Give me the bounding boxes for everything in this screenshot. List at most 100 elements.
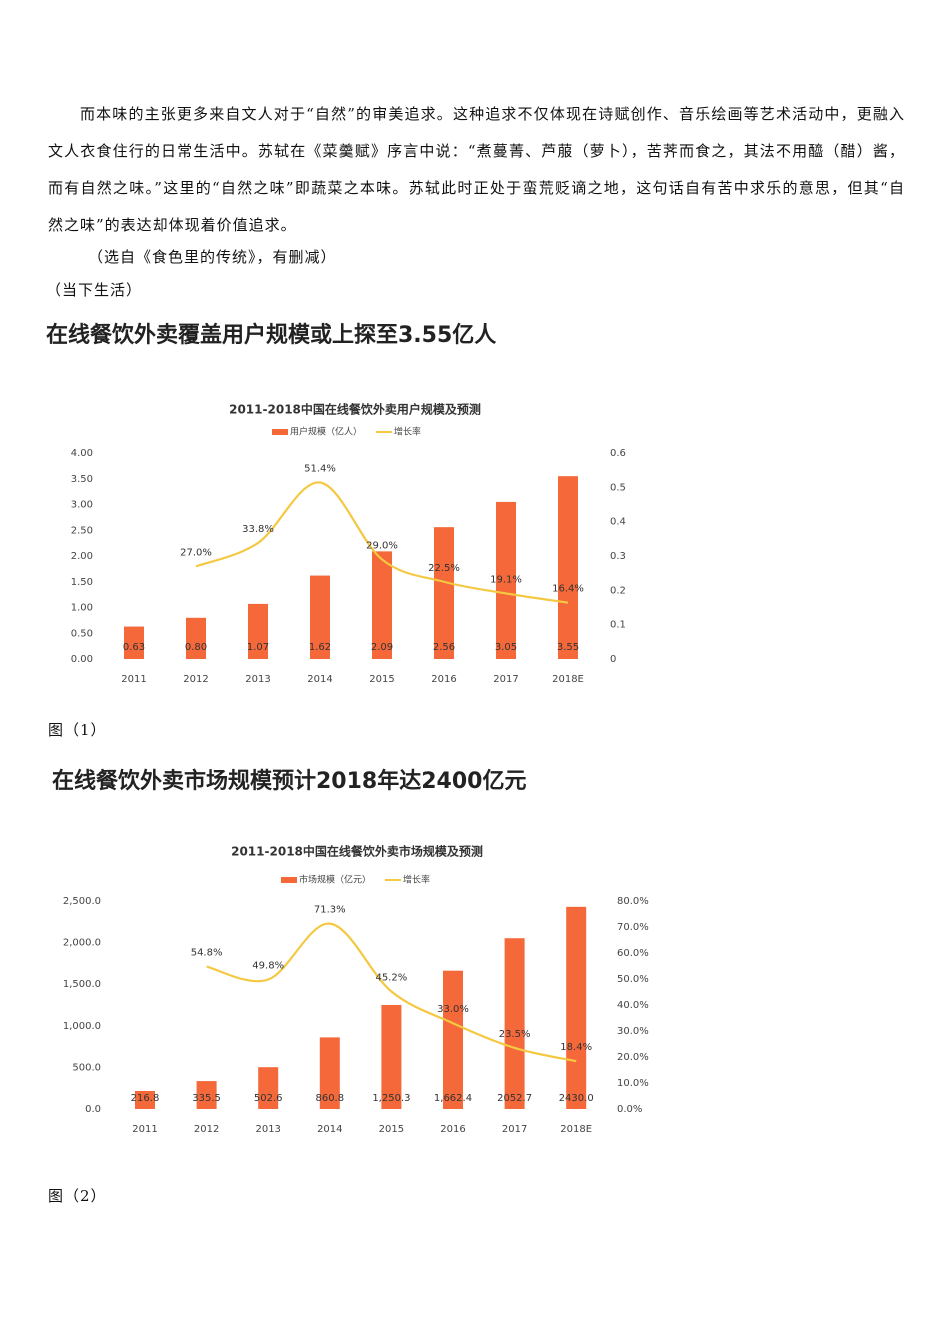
x-tick-label: 2015 [379, 1124, 404, 1135]
bar [124, 626, 144, 659]
bar [558, 476, 578, 659]
bar [135, 1090, 155, 1109]
chart-title: 2011-2018中国在线餐饮外卖用户规模及预测 [229, 402, 481, 417]
bar [434, 527, 454, 659]
value-label: 29.0% [366, 540, 398, 551]
x-tick-label: 2011 [132, 1124, 157, 1135]
value-label: 1,250.3 [372, 1093, 410, 1104]
caption: 图（2） [48, 1187, 107, 1205]
bar [186, 617, 206, 659]
y-tick-label: 500.0 [72, 1062, 101, 1073]
y-tick-label: 3.50 [71, 474, 93, 485]
y2-tick-label: 60.0% [617, 948, 649, 959]
y2-tick-label: 0.3 [610, 551, 626, 562]
bar [496, 501, 516, 659]
value-label: 0.63 [123, 642, 145, 653]
legend-label: 市场规模（亿元） [299, 874, 371, 886]
y2-tick-label: 0.4 [610, 517, 626, 528]
y-tick-label: 1.50 [71, 577, 93, 588]
x-tick-label: 2017 [493, 674, 518, 685]
heading: 在线餐饮外卖覆盖用户规模或上探至3.55亿人 [46, 322, 496, 348]
value-label: 2.56 [433, 642, 455, 653]
source: （选自《食色里的传统》，有删减） [88, 248, 337, 266]
bar [381, 1004, 402, 1109]
value-label: 33.8% [242, 524, 274, 535]
value-label: 502.6 [254, 1093, 283, 1104]
y2-tick-label: 50.0% [617, 974, 649, 985]
value-label: 33.0% [437, 1004, 469, 1015]
value-label: 0.80 [185, 642, 207, 653]
value-label: 23.5% [499, 1029, 531, 1040]
x-tick-label: 2018E [552, 674, 584, 685]
value-label: 18.4% [560, 1042, 592, 1053]
legend-label: 增长率 [403, 874, 430, 886]
y-tick-label: 1,500.0 [63, 979, 101, 990]
value-label: 216.8 [131, 1093, 160, 1104]
legend-swatch [281, 877, 297, 883]
y2-tick-label: 80.0% [617, 896, 649, 907]
bar [372, 551, 392, 659]
y-tick-label: 2.50 [71, 525, 93, 536]
y-tick-label: 0.50 [71, 628, 93, 639]
y2-tick-label: 0.2 [610, 585, 626, 596]
value-label: 27.0% [180, 547, 212, 558]
value-label: 51.4% [304, 464, 336, 475]
paragraph: 而本味的主张更多来自文人对于“自然”的审美追求。这种追求不仅体现在诗赋创作、音乐… [48, 105, 905, 234]
section: （当下生活） [46, 281, 143, 299]
heading: 在线餐饮外卖市场规模预计2018年达2400亿元 [52, 768, 526, 794]
value-label: 2430.0 [559, 1093, 594, 1104]
value-label: 22.5% [428, 563, 460, 574]
x-tick-label: 2014 [307, 674, 332, 685]
y2-tick-label: 0.6 [610, 448, 626, 459]
y-tick-label: 4.00 [71, 448, 93, 459]
x-tick-label: 2013 [255, 1124, 280, 1135]
y2-tick-label: 0.0% [617, 1104, 642, 1115]
bar [443, 970, 463, 1109]
chart-title: 2011-2018中国在线餐饮外卖市场规模及预测 [231, 844, 483, 859]
value-label: 860.8 [315, 1093, 344, 1104]
x-tick-label: 2018E [560, 1124, 592, 1135]
x-tick-label: 2016 [431, 674, 456, 685]
value-label: 3.05 [495, 642, 517, 653]
bar [196, 1081, 217, 1109]
y-tick-label: 3.00 [71, 500, 93, 511]
value-label: 2.09 [371, 642, 393, 653]
x-tick-label: 2013 [245, 674, 270, 685]
y2-tick-label: 0 [610, 654, 616, 665]
value-label: 16.4% [552, 584, 584, 595]
y2-tick-label: 10.0% [617, 1078, 649, 1089]
x-tick-label: 2017 [502, 1124, 527, 1135]
y-tick-label: 0.0 [85, 1104, 101, 1115]
y2-tick-label: 70.0% [617, 922, 649, 933]
bar [319, 1037, 340, 1109]
x-tick-label: 2012 [194, 1124, 219, 1135]
legend-label: 用户规模（亿人） [290, 426, 362, 438]
value-label: 71.3% [314, 905, 346, 916]
value-label: 49.8% [252, 961, 284, 972]
value-label: 54.8% [191, 948, 223, 959]
value-label: 2052.7 [497, 1093, 532, 1104]
y-tick-label: 1,000.0 [63, 1021, 101, 1032]
x-tick-label: 2015 [369, 674, 394, 685]
y2-tick-label: 0.5 [610, 482, 626, 493]
bar [248, 603, 268, 659]
y-tick-label: 2.00 [71, 551, 93, 562]
y2-tick-label: 30.0% [617, 1026, 649, 1037]
y2-tick-label: 40.0% [617, 1000, 649, 1011]
y-tick-label: 2,500.0 [63, 896, 101, 907]
value-label: 45.2% [376, 972, 408, 983]
bar [258, 1067, 279, 1109]
x-tick-label: 2016 [440, 1124, 465, 1135]
y-tick-label: 2,000.0 [63, 938, 101, 949]
value-label: 1.07 [247, 642, 269, 653]
legend-label: 增长率 [394, 426, 421, 438]
y2-tick-label: 0.1 [610, 620, 626, 631]
bar [504, 938, 525, 1109]
y-tick-label: 1.00 [71, 603, 93, 614]
legend-swatch [272, 429, 288, 435]
value-label: 1,662.4 [434, 1093, 472, 1104]
bar [310, 575, 330, 659]
y-tick-label: 0.00 [71, 654, 93, 665]
